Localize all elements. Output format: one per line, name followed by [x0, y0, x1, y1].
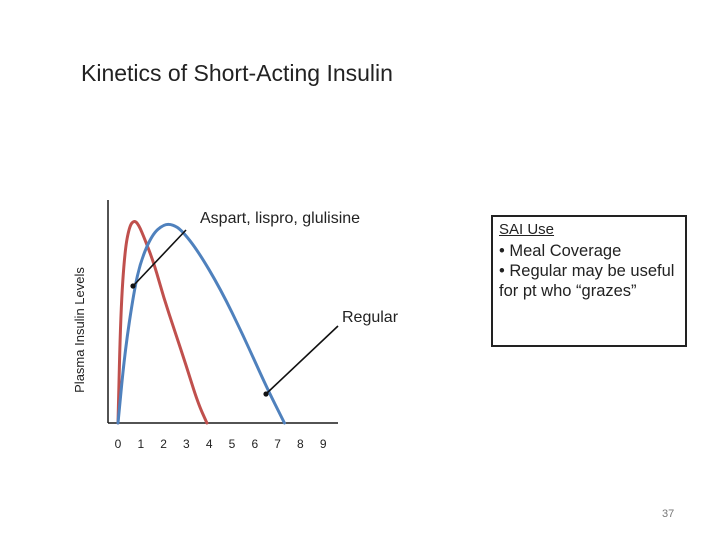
y-axis-label: Plasma Insulin Levels: [72, 267, 87, 393]
annotation-aspart-arrow-line: [133, 229, 187, 286]
x-tick-labels: 0 1 2 3 4 5 6 7 8 9: [115, 437, 327, 451]
x-tick-label: 5: [229, 437, 236, 451]
x-tick-label: 0: [115, 437, 122, 451]
x-tick-label: 8: [297, 437, 304, 451]
x-tick-label: 1: [137, 437, 144, 451]
page-number: 37: [662, 508, 675, 520]
sai-item-regular-grazes: • Regular may be useful for pt who “graz…: [499, 262, 675, 300]
chart-axes: [107, 200, 338, 424]
annotation-regular-arrow-head: [263, 391, 269, 397]
x-tick-label: 4: [206, 437, 213, 451]
x-tick-label: 3: [183, 437, 190, 451]
x-tick-label: 2: [160, 437, 167, 451]
sai-use-heading: SAI Use: [499, 221, 555, 238]
annotation-aspart-arrow-head: [130, 283, 136, 289]
sai-item-meal-coverage: • Meal Coverage: [499, 242, 622, 260]
slide-title: Kinetics of Short-Acting Insulin: [81, 60, 393, 86]
series-layer: [116, 219, 286, 425]
series-line-regular: [116, 222, 286, 425]
annotation-aspart-label: Aspart, lispro, glulisine: [200, 210, 360, 227]
annotation-regular-arrow-line: [266, 325, 339, 394]
x-tick-label: 9: [320, 437, 327, 451]
annotation-regular-label: Regular: [342, 309, 399, 326]
series-line-aspart: [116, 219, 209, 425]
x-tick-label: 6: [251, 437, 258, 451]
sai-use-box: SAI Use • Meal Coverage • Regular may be…: [491, 215, 687, 347]
x-tick-label: 7: [274, 437, 281, 451]
